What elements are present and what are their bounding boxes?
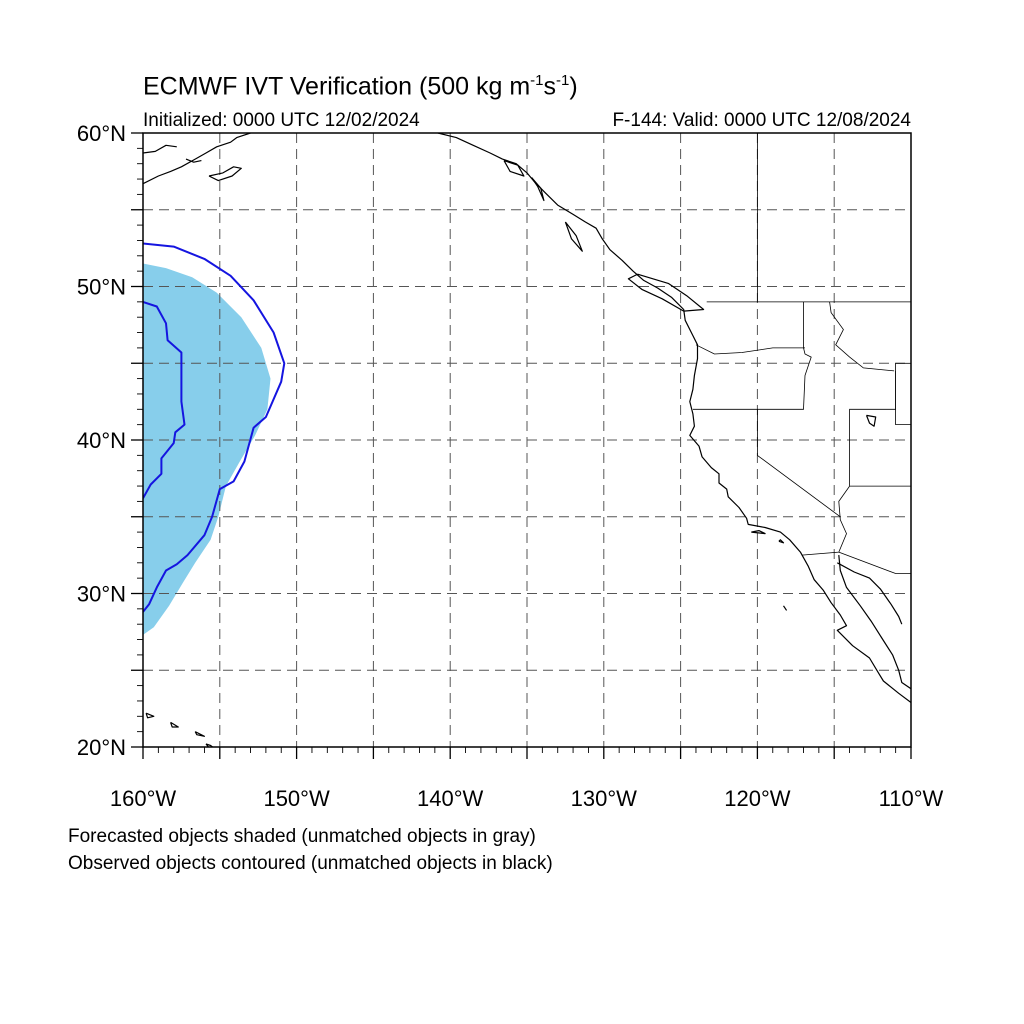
lat-label: 20°N [77,735,126,760]
coastline [837,562,903,625]
observed-contour-outer [143,242,286,613]
coastline [627,273,705,312]
state-boundary [838,551,911,574]
lon-label: 110°W [879,786,944,811]
lon-label: 130°W [571,786,638,811]
state-boundary [829,301,895,372]
map-frame [142,132,912,748]
lon-label: 150°W [263,786,330,811]
coastline [437,133,911,703]
coastline [145,712,155,719]
title-prefix: ECMWF IVT Verification (500 kg m [143,72,531,101]
state-boundary [757,409,841,518]
lon-label: 160°W [110,786,177,811]
lon-label: 140°W [417,786,484,811]
axis-labels: 60°N 50°N 40°N 30°N 20°N 160°W 150°W 140°W 130°W… [77,121,944,811]
coastline [783,605,788,611]
observed-contour-inner [143,300,186,499]
coastline [880,118,911,127]
forecast-layer [143,263,271,635]
title-exponent-s: -1 [556,72,570,89]
tick-layer [131,132,912,759]
coastline [838,555,911,690]
coastline [194,731,205,737]
lat-label: 40°N [77,428,126,453]
coastline [751,529,766,535]
coastline [531,177,545,202]
coastline [170,721,179,728]
state-boundary [692,301,812,410]
footnote-forecast: Forecasted objects shaded (unmatched obj… [68,826,536,847]
coastline [503,160,525,177]
title-suffix: ) [569,72,578,101]
title-exponent-m: -1 [530,72,544,89]
coastline [208,166,242,182]
title-unit-s: s [543,72,557,101]
coastline [205,743,214,747]
lat-label: 50°N [77,275,126,300]
state-boundary [695,344,805,355]
valid-time-label: F-144: Valid: 0000 UTC 12/08/2024 [612,110,911,131]
coastline [185,158,202,163]
lat-label: 30°N [77,582,126,607]
coastline [564,221,583,252]
init-time-label: Initialized: 0000 UTC 12/02/2024 [143,110,420,131]
grid-layer [143,133,911,747]
coastline-layer [143,118,911,747]
lat-label: 60°N [77,121,126,146]
forecast-object [143,263,271,635]
boundary-layer [692,133,911,574]
coastline [778,539,785,544]
map-title: ECMWF IVT Verification (500 kg m-1s-1) [143,72,578,101]
footnote-observed: Observed objects contoured (unmatched ob… [68,853,553,874]
coastline [143,144,177,154]
lon-label: 120°W [724,786,791,811]
observed-layer [143,242,286,613]
state-boundary [801,370,896,556]
coastline [865,414,877,427]
state-boundary [895,363,911,426]
coastline [143,133,251,185]
